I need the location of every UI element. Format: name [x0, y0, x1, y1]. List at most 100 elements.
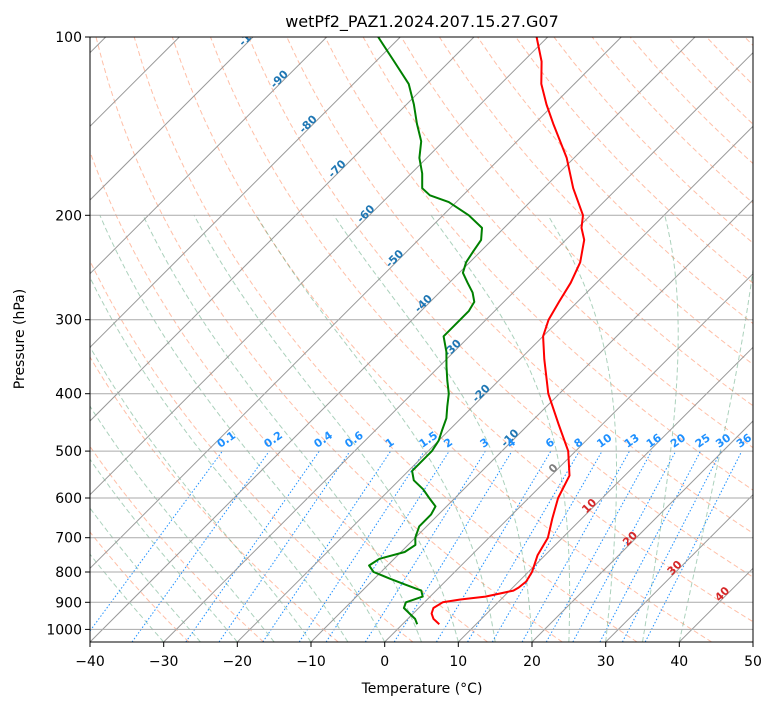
- isotherm-label: -100: [236, 20, 265, 49]
- mixing-ratio-line: [90, 450, 223, 632]
- isotherm-label: 40: [712, 584, 732, 604]
- isotherm-label: -70: [325, 157, 348, 180]
- moist-adiabat-line: [333, 215, 533, 642]
- mixing-ratio-line: [644, 450, 743, 642]
- profile-series: [368, 37, 586, 625]
- isotherm-label: -20: [470, 381, 493, 404]
- mixing-ratio-label: 0.6: [342, 429, 366, 451]
- mixing-ratio-line: [298, 450, 425, 642]
- isotherm-line: [310, 199, 753, 642]
- dry-adiabat-line: [133, 37, 638, 642]
- moist-adiabat-line: [90, 405, 275, 642]
- moist-adiabat-line: [90, 345, 312, 642]
- x-axis-ticks: −40 −30 −20 −10 0 10 20 30 40 50: [75, 642, 762, 670]
- plot-frame: [89, 36, 754, 643]
- mixing-ratio-line: [185, 450, 320, 642]
- mixing-ratio-line: [621, 450, 722, 642]
- dry-adiabat-line: [248, 37, 753, 578]
- x-tick-label: 0: [380, 654, 389, 670]
- y-tick-label: 700: [55, 531, 82, 547]
- y-tick-label: 900: [55, 595, 82, 611]
- dry-adiabat-line: [744, 37, 753, 47]
- moist-adiabat-line: [99, 215, 386, 642]
- y-tick-label: 1000: [46, 622, 82, 638]
- x-tick-label: −30: [149, 654, 179, 670]
- y-tick-label: 400: [55, 387, 82, 403]
- dry-adiabat-line: [515, 37, 753, 284]
- mixing-ratio-line: [393, 450, 513, 642]
- dry-adiabat-line: [324, 37, 753, 491]
- mixing-ratio-label: 6: [543, 435, 557, 450]
- isotherm-line: [605, 493, 753, 642]
- dry-adiabat-line: [171, 37, 712, 642]
- isotherm-line: [90, 37, 254, 201]
- moist-adiabat-line: [678, 265, 753, 642]
- x-tick-label: 30: [597, 654, 615, 670]
- moist-adiabat-line: [90, 553, 165, 642]
- x-tick-label: 10: [449, 654, 467, 670]
- moist-adiabat-line: [90, 276, 349, 642]
- isotherm-line: [384, 272, 753, 642]
- dry-adiabat-line: [210, 37, 753, 623]
- mixing-ratio-label: 16: [644, 431, 664, 451]
- x-tick-label: −20: [223, 654, 253, 670]
- isotherm-label: 10: [579, 496, 599, 516]
- isotherm-line: [90, 37, 401, 349]
- dewpoint-profile-line: [368, 37, 483, 625]
- dry-adiabat-line: [90, 259, 414, 642]
- mixing-ratio-line: [435, 450, 552, 642]
- isotherm-line: [457, 346, 753, 642]
- dry-adiabat-line: [400, 37, 753, 407]
- isotherm-label: -50: [383, 247, 406, 270]
- isotherms: [90, 37, 753, 642]
- isotherm-label: -40: [412, 292, 435, 315]
- dry-adiabat-line: [90, 445, 264, 642]
- mixing-ratio-line: [364, 450, 486, 642]
- y-tick-label: 100: [55, 30, 82, 46]
- isotherm-line: [90, 37, 622, 570]
- mixing-ratio-line: [131, 450, 270, 642]
- mixing-ratio-label: 13: [622, 431, 642, 450]
- isotherm-line: [531, 420, 753, 642]
- mixing-ratio-label: 10: [594, 431, 614, 451]
- dry-adiabat-line: [591, 37, 753, 204]
- mixing-ratio-label: 36: [734, 431, 754, 451]
- moist-adiabat-line: [430, 215, 571, 642]
- isotherm-line: [678, 567, 753, 642]
- mixing-ratio-label: 1: [383, 436, 397, 451]
- dry-adiabat-line: [95, 37, 563, 642]
- mixing-ratio-line: [572, 450, 677, 642]
- isotherm-line: [90, 37, 549, 496]
- y-tick-label: 500: [55, 444, 82, 460]
- mixing-ratio-label: 1.5: [417, 429, 440, 451]
- x-axis-label: Temperature (°C): [361, 681, 483, 697]
- mixing-ratio-line: [218, 450, 351, 642]
- x-tick-label: 20: [523, 654, 541, 670]
- isotherm-line: [90, 37, 328, 275]
- isotherm-line: [90, 37, 696, 642]
- mixing-ratio-line: [325, 450, 450, 642]
- dry-adiabat-line: [668, 37, 753, 125]
- isotherm-label: -60: [354, 202, 377, 225]
- isotherm-label: -80: [297, 112, 320, 135]
- moist-adiabat-line: [255, 215, 496, 642]
- temperature-profile-line: [430, 37, 586, 625]
- mixing-ratio-labels: 0.1 0.2 0.4 0.6 1 1.5 2 3 4 6 8 10 13 16 20 25 30 36: [215, 429, 754, 451]
- mixing-ratio-label: 30: [713, 431, 733, 451]
- mixing-ratio-label: 0.4: [312, 429, 336, 451]
- isotherm-line: [752, 641, 753, 642]
- chart-title: wetPf2_PAZ1.2024.207.15.27.G07: [285, 12, 559, 32]
- moist-adiabat-line: [90, 507, 201, 642]
- dry-adiabat-line: [90, 356, 339, 642]
- x-tick-label: −40: [75, 654, 105, 670]
- isotherm-label: -90: [268, 67, 291, 90]
- dry-adiabat-line: [438, 37, 753, 366]
- mixing-ratio-line: [599, 450, 701, 642]
- dry-adiabat-line: [90, 531, 190, 642]
- moist-adiabat-line: [90, 458, 238, 642]
- mixing-ratio-label: 25: [693, 431, 713, 450]
- isotherm-line: [163, 51, 753, 642]
- moist-adiabat-line: [547, 215, 617, 642]
- isobars: [90, 37, 753, 630]
